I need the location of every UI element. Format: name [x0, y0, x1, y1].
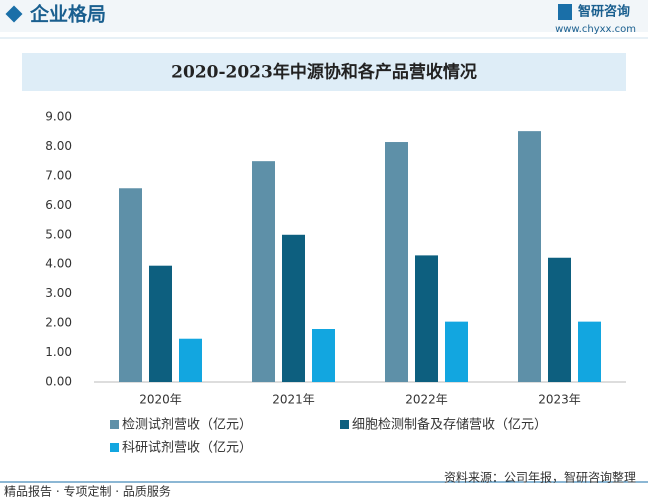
- bar: [415, 255, 438, 382]
- y-tick-label: 6.00: [45, 198, 72, 212]
- source: 资料来源：公司年报，智研咨询整理: [444, 470, 636, 485]
- x-tick-label: 2023年: [538, 393, 581, 407]
- bar: [578, 321, 601, 382]
- logo-name: 智研咨询: [578, 4, 630, 20]
- y-tick-label: 9.00: [45, 110, 72, 124]
- legend-swatch: [110, 420, 119, 429]
- x-tick-label: 2020年: [139, 393, 182, 407]
- bar: [548, 257, 571, 382]
- title-box: [22, 53, 626, 91]
- bar: [179, 338, 202, 382]
- y-tick-label: 5.00: [45, 227, 72, 241]
- logo-icon: [558, 4, 572, 20]
- bar: [445, 321, 468, 382]
- bar: [385, 142, 408, 382]
- bar: [282, 234, 305, 382]
- y-tick-label: 0.00: [45, 375, 72, 389]
- bar: [312, 329, 335, 382]
- legend-swatch: [340, 420, 349, 429]
- y-tick-label: 8.00: [45, 139, 72, 153]
- bar: [518, 131, 541, 382]
- bar: [252, 161, 275, 382]
- logo-url: www.chyxx.com: [555, 24, 636, 35]
- x-tick-label: 2022年: [405, 393, 448, 407]
- header-bar: [0, 0, 648, 32]
- bar: [149, 265, 172, 382]
- y-tick-label: 2.00: [45, 316, 72, 330]
- y-tick-label: 7.00: [45, 168, 72, 182]
- legend-label: 科研试剂营收（亿元）: [122, 441, 252, 456]
- chart-title: 2020-2023年中源协和各产品营收情况: [171, 62, 477, 83]
- x-tick-label: 2021年: [272, 393, 315, 407]
- y-tick-label: 4.00: [45, 257, 72, 271]
- legend-label: 检测试剂营收（亿元）: [122, 418, 252, 433]
- legend-swatch: [110, 443, 119, 452]
- bar: [119, 188, 142, 382]
- footer-slogan: 精品报告 · 专项定制 · 品质服务: [4, 484, 171, 499]
- y-tick-label: 3.00: [45, 286, 72, 300]
- y-tick-label: 1.00: [45, 345, 72, 359]
- header-title: 企业格局: [29, 3, 106, 26]
- legend-label: 细胞检测制备及存储营收（亿元）: [352, 417, 547, 433]
